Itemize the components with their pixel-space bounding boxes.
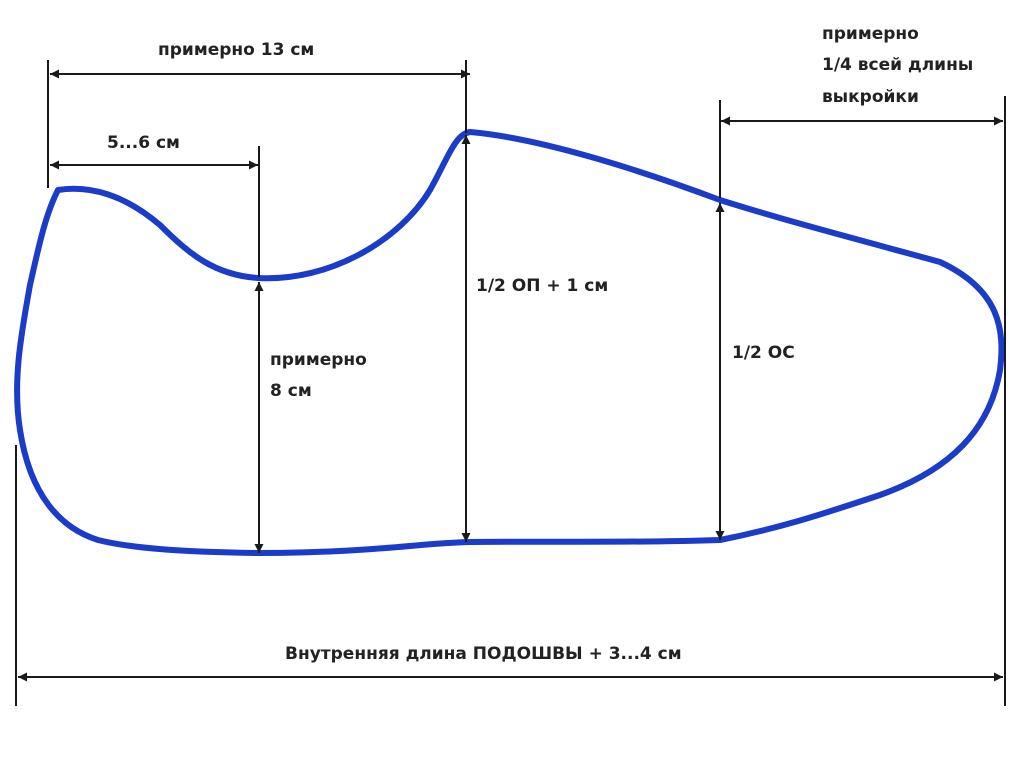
slipper-outline [14, 129, 1005, 556]
total-length-label: Внутренняя длина ПОДОШВЫ + 3...4 см [285, 644, 682, 664]
top-length-label: примерно 13 см [158, 40, 314, 60]
toe-height-label: 1/2 ОС [732, 343, 795, 363]
heel-width-label: 5...6 см [107, 133, 180, 153]
toe-quarter-label-line3: выкройки [822, 87, 919, 107]
toe-quarter-label-line2: 1/4 всей длины [822, 55, 973, 75]
toe-quarter-label-line1: примерно [822, 24, 919, 44]
instep-height-label: 1/2 ОП + 1 см [476, 276, 608, 296]
heel-height-label-line1: примерно [270, 350, 367, 370]
heel-height-label-line2: 8 см [270, 381, 312, 401]
